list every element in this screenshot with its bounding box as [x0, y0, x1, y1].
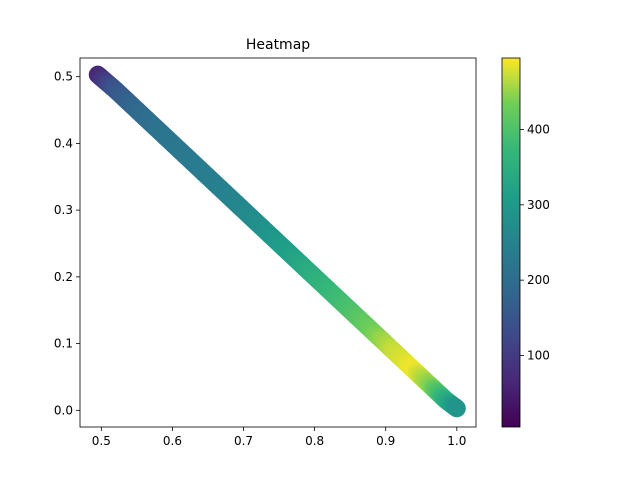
- x-tick-label: 0.8: [305, 434, 324, 448]
- plot-frame: [79, 57, 477, 428]
- y-tick-label: 0.1: [54, 337, 73, 351]
- scatter-point: [447, 399, 466, 418]
- y-axis: 0.0 0.1 0.2 0.3 0.4 0.5: [54, 70, 80, 417]
- x-axis: 0.5 0.6 0.7 0.8 0.9 1.0: [92, 427, 466, 448]
- x-tick-label: 0.5: [92, 434, 111, 448]
- x-tick-label: 0.9: [376, 434, 395, 448]
- colorbar-axis: 100 200 300 400: [520, 123, 550, 362]
- x-tick-label: 1.0: [447, 434, 466, 448]
- y-tick-label: 0.3: [54, 203, 73, 217]
- y-tick-label: 0.2: [54, 270, 73, 284]
- x-tick-label: 0.7: [234, 434, 253, 448]
- colorbar-tick-label: 400: [527, 123, 550, 137]
- y-tick-label: 0.0: [54, 403, 73, 417]
- colorbar-tick-label: 200: [527, 273, 550, 287]
- colorbar-tick-label: 100: [527, 348, 550, 362]
- colorbar: [501, 57, 521, 428]
- y-tick-label: 0.4: [54, 136, 73, 150]
- chart-title: Heatmap: [246, 37, 310, 53]
- colorbar-tick-label: 300: [527, 198, 550, 212]
- scatter-points: [88, 65, 466, 418]
- x-tick-label: 0.6: [163, 434, 182, 448]
- y-tick-label: 0.5: [54, 70, 73, 84]
